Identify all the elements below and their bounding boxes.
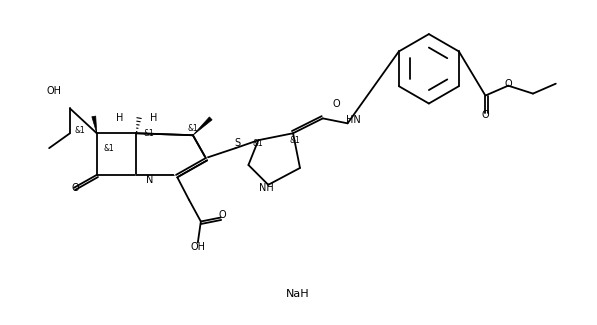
Text: O: O <box>482 111 489 120</box>
Text: O: O <box>504 79 512 89</box>
Polygon shape <box>193 117 212 135</box>
Text: O: O <box>333 98 340 109</box>
Text: &1: &1 <box>75 126 85 135</box>
Polygon shape <box>92 116 97 133</box>
Text: NH: NH <box>259 183 273 193</box>
Text: &1: &1 <box>144 129 155 138</box>
Text: HN: HN <box>346 115 361 125</box>
Text: &1: &1 <box>253 139 264 148</box>
Text: N: N <box>146 175 153 185</box>
Text: H: H <box>116 113 123 124</box>
Text: &1: &1 <box>103 144 114 153</box>
Text: &1: &1 <box>187 124 198 133</box>
Text: NaH: NaH <box>286 289 310 299</box>
Text: O: O <box>219 210 226 220</box>
Text: OH: OH <box>190 242 205 252</box>
Text: O: O <box>71 183 79 193</box>
Text: &1: &1 <box>290 136 300 145</box>
Text: H: H <box>150 113 157 124</box>
Text: S: S <box>235 138 241 148</box>
Text: OH: OH <box>47 85 61 96</box>
